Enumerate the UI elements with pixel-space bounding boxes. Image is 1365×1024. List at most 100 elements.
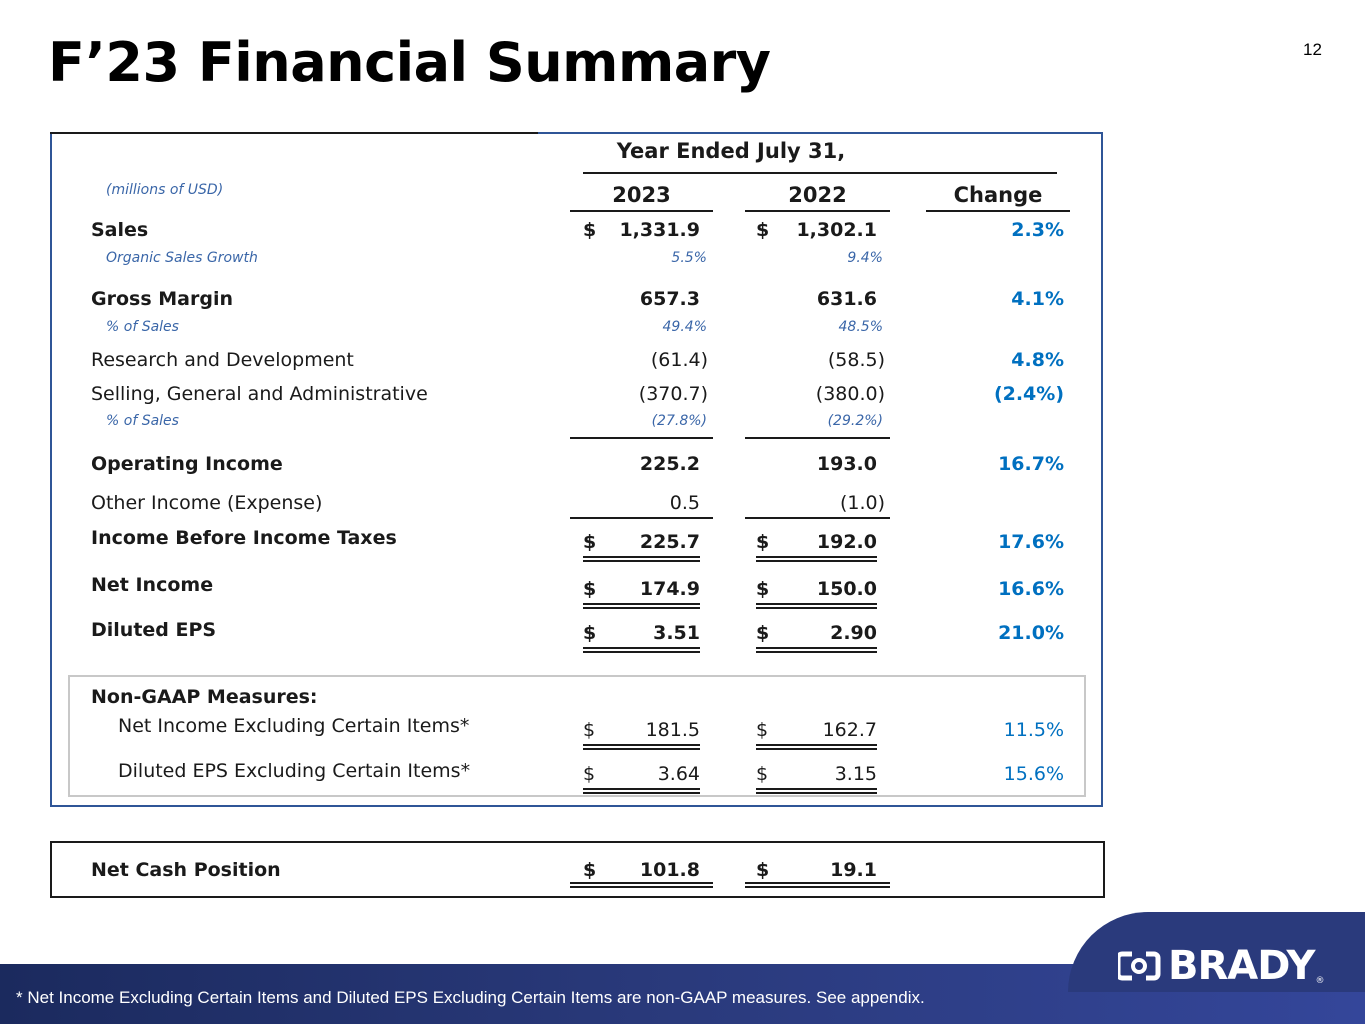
currency-symbol: $ — [756, 578, 770, 600]
organic-2023: 5.5% — [671, 250, 707, 266]
non-gaap-box — [68, 675, 1086, 797]
page-number: 12 — [1303, 40, 1322, 59]
double-underline-2022 — [745, 882, 890, 888]
organic-2022: 9.4% — [847, 250, 883, 266]
eps-ex-change: 15.6% — [1003, 763, 1064, 785]
rnd-change: 4.8% — [1011, 349, 1064, 371]
currency-symbol: $ — [756, 219, 770, 241]
net-income-change: 16.6% — [998, 578, 1064, 600]
currency-symbol: $ — [583, 622, 597, 644]
currency-symbol: $ — [583, 859, 597, 881]
double-underline-2022 — [756, 556, 877, 562]
gross-margin-change: 4.1% — [1011, 288, 1064, 310]
currency-symbol: $ — [756, 763, 769, 785]
units-note: (millions of USD) — [106, 182, 224, 198]
gross-margin-2022: 631.6 — [816, 288, 877, 310]
subtotal-rule-2023 — [570, 437, 713, 439]
currency-symbol: $ — [583, 578, 597, 600]
period-header-rule — [583, 172, 1057, 174]
double-underline-2023 — [570, 882, 713, 888]
brady-mark-icon — [1118, 948, 1161, 984]
row-label-operating-income: Operating Income — [91, 453, 283, 475]
row-label-sales: Sales — [91, 219, 149, 241]
currency-symbol: $ — [756, 859, 770, 881]
net-income-ex-2023: 181.5 — [645, 719, 700, 741]
row-label-eps-ex: Diluted EPS Excluding Certain Items* — [118, 760, 471, 782]
double-underline-2023 — [583, 647, 700, 653]
diluted-eps-change: 21.0% — [998, 622, 1064, 644]
row-label-diluted-eps: Diluted EPS — [91, 619, 217, 641]
pretax-income-change: 17.6% — [998, 531, 1064, 553]
row-label-other-income: Other Income (Expense) — [91, 492, 323, 514]
double-underline-2023 — [583, 603, 700, 609]
header-rule-2022 — [745, 210, 890, 212]
eps-ex-2022: 3.15 — [834, 763, 877, 785]
sga-pct-2023: (27.8%) — [651, 413, 707, 429]
row-label-sga: Selling, General and Administrative — [91, 383, 428, 405]
currency-symbol: $ — [756, 719, 769, 741]
rnd-2022: (58.5) — [827, 349, 885, 371]
currency-symbol: $ — [583, 531, 597, 553]
row-label-sga-pct: % of Sales — [106, 413, 179, 429]
double-underline-2023 — [583, 788, 700, 794]
double-underline-2022 — [756, 744, 877, 750]
rnd-2023: (61.4) — [650, 349, 708, 371]
double-underline-2022 — [756, 647, 877, 653]
column-header-change: Change — [953, 183, 1043, 207]
row-label-net-income-ex: Net Income Excluding Certain Items* — [118, 715, 470, 737]
header-rule-change — [926, 210, 1070, 212]
row-label-organic-growth: Organic Sales Growth — [106, 250, 258, 266]
sales-change: 2.3% — [1011, 219, 1064, 241]
double-underline-2022 — [756, 788, 877, 794]
slide-title: F’23 Financial Summary — [48, 31, 771, 94]
logo-wordmark: BRADY — [1168, 943, 1316, 989]
net-income-ex-change: 11.5% — [1003, 719, 1064, 741]
sales-2023: 1,331.9 — [619, 219, 700, 241]
operating-income-change: 16.7% — [998, 453, 1064, 475]
operating-income-2023: 225.2 — [639, 453, 700, 475]
net-income-2022: 150.0 — [816, 578, 877, 600]
row-label-gm-pct: % of Sales — [106, 319, 179, 335]
column-header-2023: 2023 — [612, 183, 671, 207]
sga-2023: (370.7) — [638, 383, 708, 405]
net-income-ex-2022: 162.7 — [822, 719, 877, 741]
subtotal-rule-2023 — [570, 517, 713, 519]
row-label-net-income: Net Income — [91, 574, 214, 596]
currency-symbol: $ — [756, 622, 770, 644]
row-label-pretax-income: Income Before Income Taxes — [91, 527, 397, 549]
diluted-eps-2023: 3.51 — [653, 622, 700, 644]
gm-pct-2023: 49.4% — [662, 319, 707, 335]
row-label-rnd: Research and Development — [91, 349, 354, 371]
registered-mark: ® — [1315, 976, 1325, 986]
sga-pct-2022: (29.2%) — [827, 413, 883, 429]
sales-2022: 1,302.1 — [796, 219, 877, 241]
double-underline-2022 — [756, 603, 877, 609]
sga-2022: (380.0) — [815, 383, 885, 405]
currency-symbol: $ — [583, 719, 596, 741]
gm-pct-2022: 48.5% — [838, 319, 883, 335]
net-income-2023: 174.9 — [639, 578, 700, 600]
row-label-gross-margin: Gross Margin — [91, 288, 233, 310]
double-underline-2023 — [583, 556, 700, 562]
other-income-2022: (1.0) — [839, 492, 885, 514]
footnote: * Net Income Excluding Certain Items and… — [16, 988, 925, 1007]
other-income-2023: 0.5 — [669, 492, 700, 514]
double-underline-2023 — [583, 744, 700, 750]
non-gaap-heading: Non-GAAP Measures: — [91, 686, 318, 708]
currency-symbol: $ — [583, 763, 596, 785]
gross-margin-2023: 657.3 — [639, 288, 700, 310]
pretax-income-2022: 192.0 — [816, 531, 877, 553]
header-rule-2023 — [570, 210, 713, 212]
brady-logo: BRADY ® — [1118, 946, 1325, 986]
net-cash-box — [50, 841, 1105, 898]
operating-income-2022: 193.0 — [816, 453, 877, 475]
net-cash-2023: 101.8 — [639, 859, 700, 881]
currency-symbol: $ — [583, 219, 597, 241]
currency-symbol: $ — [756, 531, 770, 553]
pretax-income-2023: 225.7 — [639, 531, 700, 553]
period-header: Year Ended July 31, — [616, 139, 846, 163]
sga-change: (2.4%) — [993, 383, 1064, 405]
column-header-2022: 2022 — [788, 183, 847, 207]
subtotal-rule-2022 — [745, 437, 890, 439]
subtotal-rule-2022 — [745, 517, 890, 519]
